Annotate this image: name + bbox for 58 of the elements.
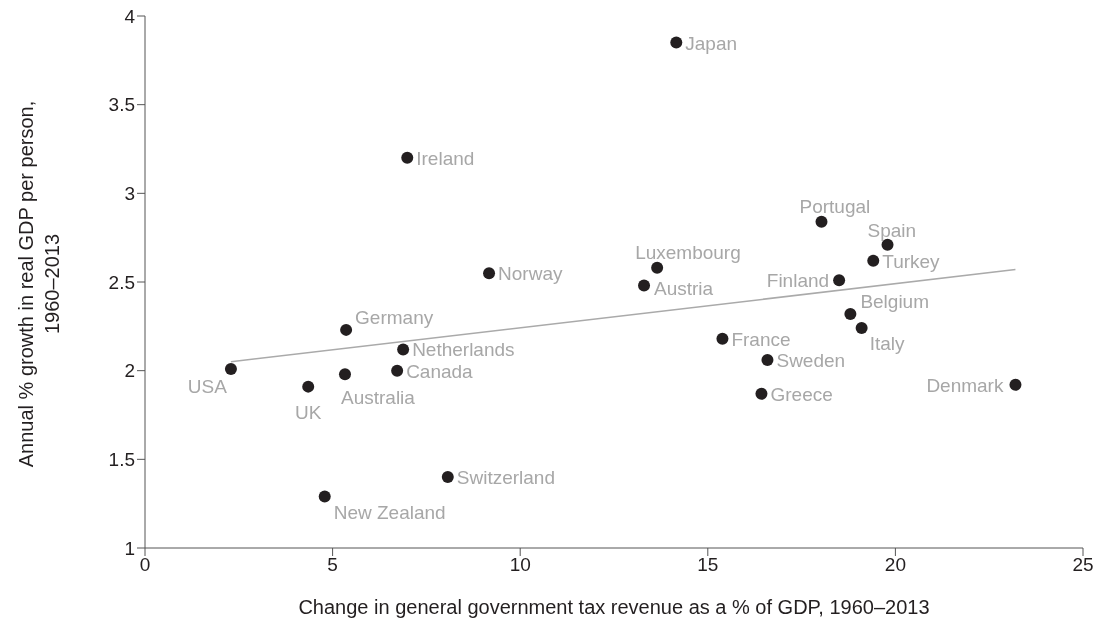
x-tick-label: 25 <box>1072 554 1094 576</box>
annotation: Japan <box>685 32 738 54</box>
point <box>397 343 410 356</box>
x-tick-label: 5 <box>327 554 338 576</box>
point <box>338 368 351 381</box>
annotation: USA <box>187 375 228 397</box>
y-axis-title: Annual % growth in real GDP per person, 1960–2013 <box>14 100 64 468</box>
annotation: UK <box>295 401 322 423</box>
y-tick-label: 2 <box>124 360 135 382</box>
y-tick-label: 1.5 <box>108 449 135 471</box>
annotation: Netherlands <box>412 339 515 361</box>
annotation: France <box>731 328 791 350</box>
annotation: Spain <box>867 219 917 241</box>
point <box>844 307 857 320</box>
annotation: Switzerland <box>456 467 556 489</box>
annotation: Greece <box>770 383 833 405</box>
annotation: New Zealand <box>333 501 446 523</box>
point <box>833 274 846 287</box>
annotation: Sweden <box>776 350 846 372</box>
x-tick-label: 20 <box>884 554 906 576</box>
annotation: Luxembourg <box>635 241 741 263</box>
point <box>716 332 729 345</box>
point <box>755 387 768 400</box>
annotation: Belgium <box>860 290 930 312</box>
point <box>302 380 315 393</box>
point <box>391 364 404 377</box>
x-tick-label: 10 <box>509 554 531 576</box>
y-tick-label: 1 <box>124 537 135 559</box>
y-tick-label: 3 <box>124 183 135 205</box>
annotation: Norway <box>498 263 563 285</box>
point <box>761 354 774 367</box>
point <box>670 36 683 49</box>
point <box>855 322 868 335</box>
point <box>1009 378 1022 391</box>
annotation: Germany <box>355 306 434 328</box>
point <box>483 267 496 280</box>
point <box>340 323 353 336</box>
annotation: Canada <box>406 360 474 382</box>
point <box>867 254 880 267</box>
annotation: Portugal <box>799 195 871 217</box>
annotation: Finland <box>766 270 830 292</box>
point <box>441 471 454 484</box>
y-tick-label: 3.5 <box>108 94 135 116</box>
point <box>224 362 237 375</box>
x-tick-label: 15 <box>697 554 719 576</box>
annotation: Turkey <box>882 250 941 272</box>
y-tick-label: 2.5 <box>108 271 135 293</box>
x-axis-title: Change in general government tax revenue as a % of GDP, 1960–2013 <box>298 596 930 618</box>
annotation: Australia <box>340 387 416 409</box>
annotation: Italy <box>869 333 905 355</box>
annotation: Austria <box>654 277 714 299</box>
point <box>638 279 651 292</box>
point <box>401 151 414 164</box>
annotation: Denmark <box>926 374 1004 396</box>
y-tick-label: 4 <box>124 5 136 27</box>
x-tick-label: 0 <box>139 554 151 576</box>
annotation: Ireland <box>416 147 475 169</box>
point <box>318 490 331 503</box>
